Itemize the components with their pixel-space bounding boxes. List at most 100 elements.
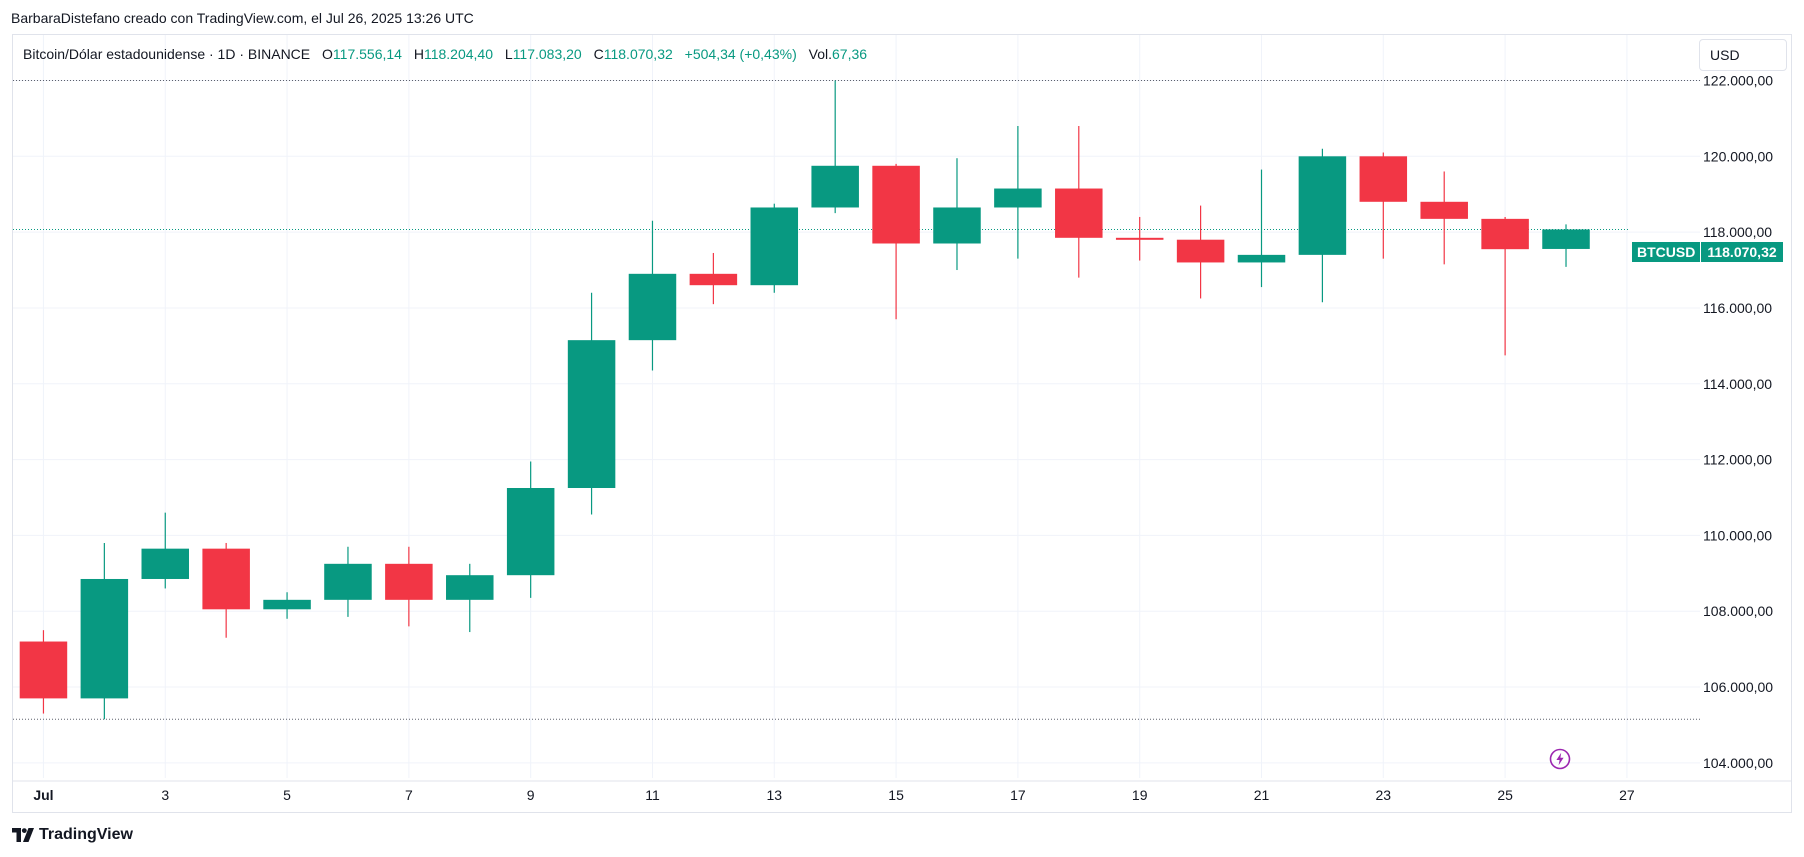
candle-body [1420,201,1468,219]
y-tick-label: 112.000,00 [1703,452,1772,468]
candle [1298,148,1347,303]
candle [506,461,555,598]
symbol-legend: Bitcoin/Dólar estadounidense · 1D · BINA… [23,46,867,62]
candle-body [994,188,1042,208]
currency-button[interactable]: USD [1699,39,1787,71]
candle [689,252,738,305]
candle-body [202,548,250,610]
candle-body [1298,156,1347,255]
candle-body [872,165,920,244]
tradingview-logo-icon [12,828,34,842]
x-tick-label: 3 [161,787,169,803]
y-tick-label: 104.000,00 [1703,755,1773,771]
close-value: 118.070,32 [603,46,673,62]
close-label: C [593,46,604,62]
y-tick-label: 120.000,00 [1703,148,1773,164]
candle-body [446,575,494,600]
candle-body [1237,254,1286,263]
candle [933,158,981,271]
low-value: 117.083,20 [512,46,582,62]
candle-body [506,488,555,576]
candle-body [1481,218,1529,250]
lightning-replay-icon[interactable] [1549,748,1571,770]
last-price-tag: BTCUSD 118.070,32 [1632,242,1783,262]
candle-body [1115,237,1164,240]
candle [994,125,1042,259]
y-tick-label: 122.000,00 [1703,72,1773,88]
candle [385,546,433,627]
y-tick-label: 110.000,00 [1703,527,1772,543]
x-tick-label: 19 [1132,787,1148,803]
candle-body [1359,156,1408,202]
low-label: L [504,46,513,62]
price-tag-symbol: BTCUSD [1632,242,1702,262]
candle [1542,224,1590,267]
chart-frame [12,34,1792,813]
tradingview-brand[interactable]: TradingView [12,826,133,844]
candle-body [628,273,677,341]
candle [567,292,616,515]
volume-label: Vol. [808,46,832,62]
y-tick-label: 108.000,00 [1703,603,1773,619]
candle [1481,216,1529,356]
change-value: +504,34 (+0,43%) [684,46,797,62]
candle-body [689,273,738,286]
candle-body [324,563,372,600]
candle-body [1055,188,1103,238]
candle [263,592,311,619]
x-tick-label: 17 [1010,787,1026,803]
candle [80,542,129,720]
x-tick-label: 25 [1497,787,1513,803]
candle [1420,171,1468,265]
candle [141,512,190,589]
y-tick-label: 118.000,00 [1703,224,1772,240]
candle [202,542,250,638]
x-tick-label: 27 [1619,787,1635,803]
candle-body [80,578,129,699]
candle [872,163,920,320]
candle-body [1542,229,1590,249]
y-tick-label: 116.000,00 [1703,300,1772,316]
price-tag-value: 118.070,32 [1701,242,1783,262]
x-tick-label: 11 [645,787,660,803]
grid-lines [13,35,1700,778]
candle [811,80,859,214]
candle [1115,216,1164,261]
x-tick-label: 5 [283,787,291,803]
attribution-text: BarbaraDistefano creado con TradingView.… [11,10,474,26]
y-tick-label: 114.000,00 [1703,376,1772,392]
candle [1359,152,1408,259]
high-value: 118.204,40 [423,46,493,62]
open-label: O [322,46,333,62]
x-tick-label: Jul [33,787,53,803]
x-tick-label: 21 [1254,787,1270,803]
candle [1237,169,1286,288]
candle-body [750,207,799,286]
candle [1176,205,1225,299]
candles [19,80,1590,720]
x-axis: Jul 3 5 7 9 11 13 15 17 19 21 23 25 27 [13,780,1791,803]
x-tick-label: 13 [766,787,782,803]
x-tick-label: 15 [888,787,904,803]
candle-body [19,641,68,699]
candle-body [567,340,616,489]
brand-name: TradingView [39,826,133,843]
reference-lines [13,79,1700,720]
candle [628,220,677,371]
candle-body [141,548,190,579]
x-tick-label: 7 [405,787,413,803]
candle [750,203,799,293]
candle [19,630,68,714]
high-label: H [413,46,424,62]
candle [1055,125,1103,278]
candle-body [811,165,859,208]
x-tick-label: 23 [1376,787,1392,803]
candle-body [933,207,981,244]
x-tick-label: 9 [527,787,535,803]
volume-value: 67,36 [832,46,868,62]
symbol-description[interactable]: Bitcoin/Dólar estadounidense · 1D · BINA… [23,46,311,62]
candle [324,546,372,617]
candle [446,563,494,633]
open-value: 117.556,14 [332,46,402,62]
